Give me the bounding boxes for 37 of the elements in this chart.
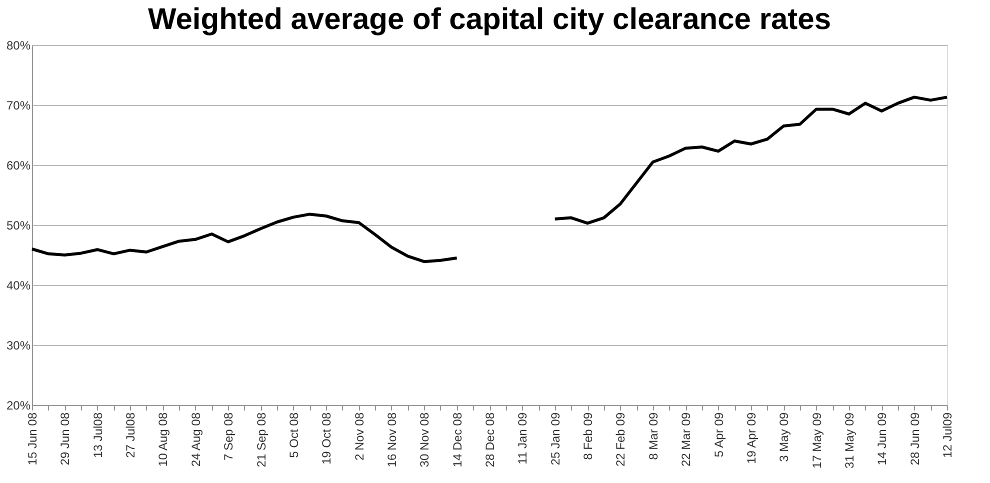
x-tick-label: 28 Dec 08 <box>483 412 497 468</box>
y-tick-label: 30% <box>6 338 31 352</box>
x-tick-label: 22 Mar 09 <box>679 412 694 467</box>
x-tick-label: 30 Nov 08 <box>418 412 432 468</box>
y-tick-label: 20% <box>6 398 31 412</box>
y-tick-label: 60% <box>6 158 31 172</box>
x-tick-label: 14 Dec 08 <box>450 412 464 468</box>
x-tick-label: 2 Nov 08 <box>352 412 366 461</box>
x-tick-label: 12 Jul09 <box>940 412 954 458</box>
x-tick-label: 14 Jun 09 <box>875 412 890 466</box>
x-tick-label: 29 Jun 08 <box>58 412 72 466</box>
x-tick-label: 16 Nov 08 <box>384 412 399 468</box>
x-tick-label: 8 Feb 09 <box>581 412 596 460</box>
x-tick-label: 5 Apr 09 <box>712 412 726 458</box>
y-tick-label: 70% <box>6 98 31 112</box>
x-tick-label: 25 Jan 09 <box>548 412 562 466</box>
x-tick-label: 15 Jun 08 <box>26 412 40 466</box>
y-tick-label: 50% <box>6 218 31 232</box>
x-tick-label: 5 Oct 08 <box>286 412 301 458</box>
x-tick-label: 10 Aug 08 <box>156 412 170 467</box>
x-tick-label: 19 Oct 08 <box>320 412 334 465</box>
x-tick-label: 7 Sep 08 <box>222 412 236 461</box>
x-tick-label: 17 May 09 <box>810 412 824 469</box>
x-tick-label: 11 Jan 09 <box>516 412 530 464</box>
x-tick-label: 21 Sep 08 <box>254 412 268 468</box>
y-tick-label: 80% <box>6 38 31 52</box>
x-tick-label: 19 Apr 09 <box>744 412 758 464</box>
x-tick-label: 3 May 09 <box>777 412 792 462</box>
x-tick-label: 27 Jul08 <box>124 412 138 458</box>
chart-title: Weighted average of capital city clearance rates <box>148 3 832 36</box>
x-tick-label: 8 Mar 09 <box>646 412 660 460</box>
x-tick-label: 22 Feb 09 <box>614 412 628 467</box>
x-tick-label: 13 Jul08 <box>90 412 105 458</box>
x-tick-label: 24 Aug 08 <box>188 412 203 467</box>
x-tick-label: 28 Jun 09 <box>908 412 922 466</box>
y-tick-label: 40% <box>6 278 31 292</box>
x-tick-label: 31 May 09 <box>842 412 856 469</box>
